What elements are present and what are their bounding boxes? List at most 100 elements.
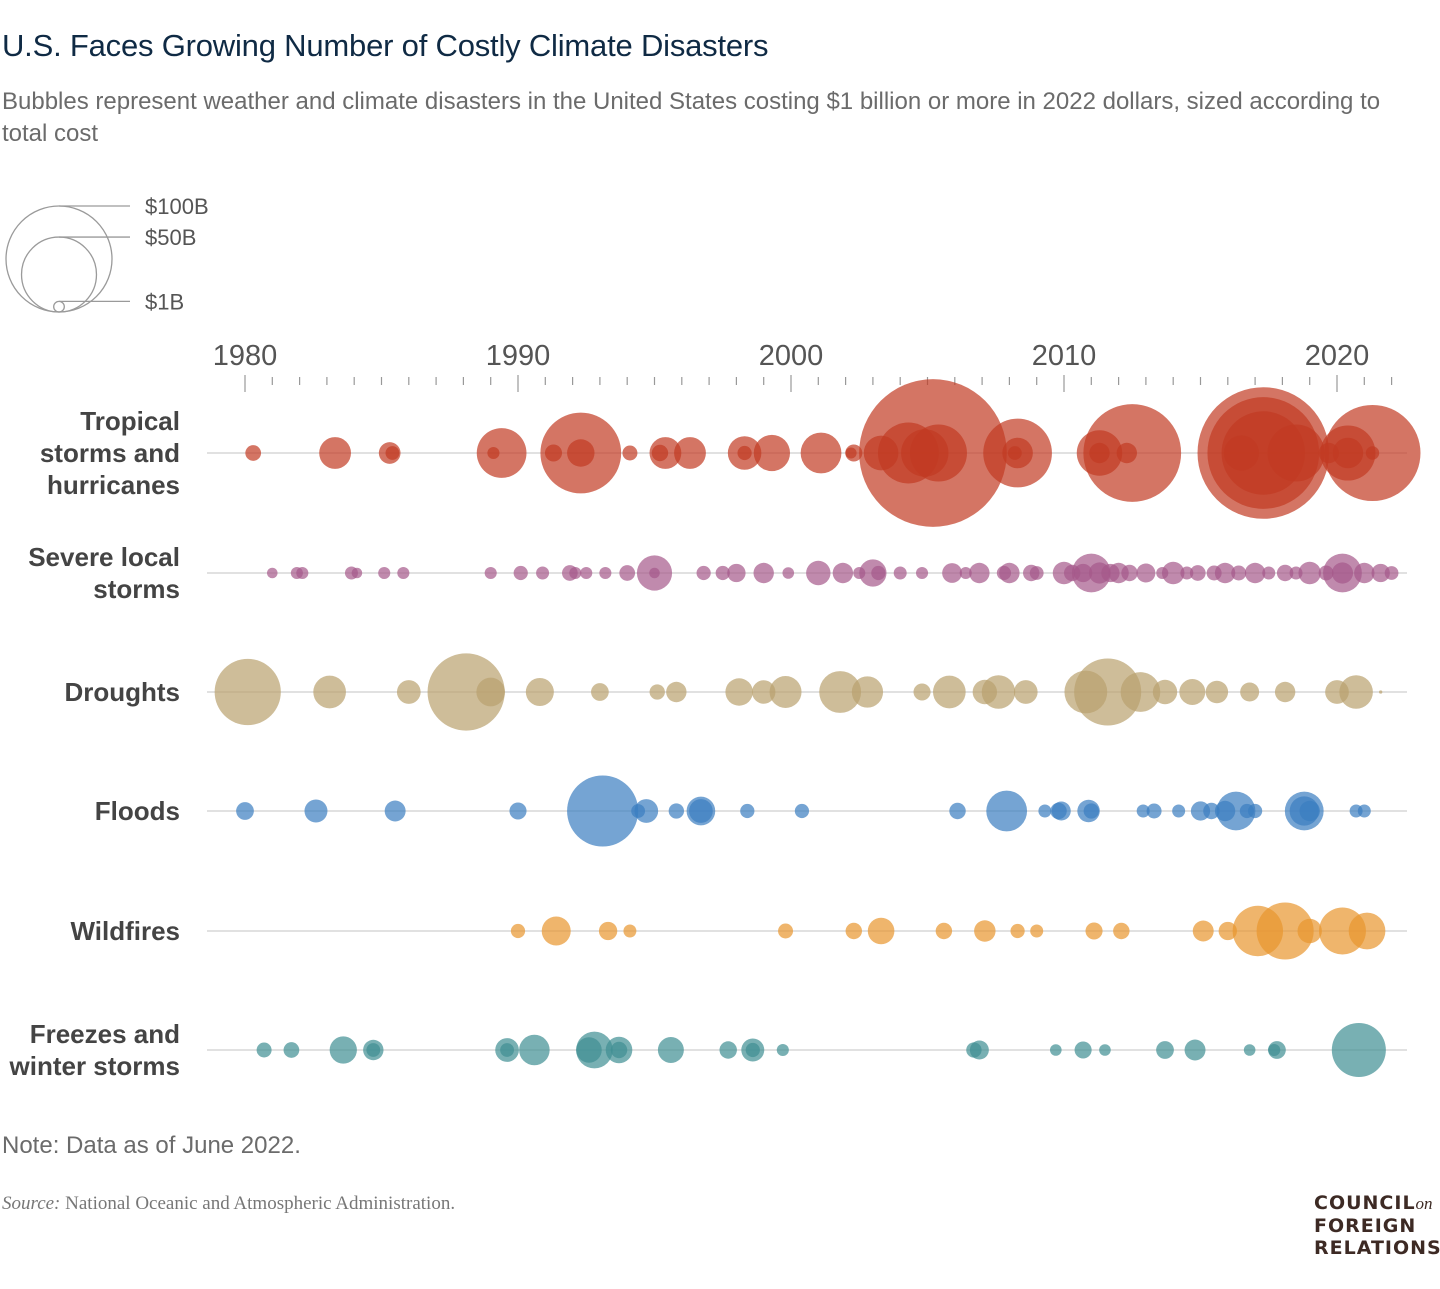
disaster-bubble bbox=[1152, 679, 1178, 705]
disaster-bubble bbox=[580, 566, 593, 580]
row-label-line: storms bbox=[93, 574, 180, 604]
logo-line-1: COUNCIL bbox=[1314, 1192, 1416, 1214]
row-label-line: Tropical bbox=[80, 406, 180, 436]
row-freezes-and-winter-storms: Freezes and winter storms bbox=[9, 1019, 1407, 1081]
note: Note: Data as of June 2022. bbox=[2, 1132, 301, 1159]
disaster-bubble bbox=[397, 566, 410, 580]
disaster-bubble bbox=[942, 563, 962, 583]
disaster-bubble bbox=[576, 1037, 602, 1063]
disaster-bubble bbox=[1099, 1044, 1111, 1056]
disaster-bubble bbox=[806, 560, 831, 586]
disaster-bubble bbox=[901, 429, 949, 477]
disaster-bubble bbox=[591, 683, 609, 701]
disaster-bubble bbox=[753, 434, 791, 472]
disaster-bubble bbox=[513, 565, 528, 581]
disaster-bubble bbox=[1232, 905, 1284, 957]
disaster-bubble bbox=[1050, 802, 1067, 820]
disaster-bubble bbox=[657, 1037, 684, 1063]
disaster-bubble bbox=[715, 565, 730, 581]
disaster-bubble bbox=[1218, 921, 1237, 941]
row-label: Floods bbox=[95, 796, 180, 826]
disaster-bubble bbox=[1331, 562, 1354, 584]
row-label-line: Freezes and bbox=[30, 1019, 180, 1049]
disaster-bubble bbox=[1085, 922, 1103, 940]
logo-line-2: FOREIGN bbox=[1314, 1215, 1417, 1237]
disaster-bubble bbox=[1205, 680, 1229, 704]
disaster-bubble bbox=[541, 916, 571, 946]
row-wildfires: Wildfires bbox=[70, 902, 1407, 960]
disaster-bubble bbox=[913, 683, 931, 701]
disaster-bubble bbox=[915, 566, 929, 580]
disaster-bubble bbox=[396, 680, 421, 704]
disaster-bubble bbox=[863, 435, 899, 471]
disaster-bubble bbox=[385, 446, 400, 460]
disaster-bubble bbox=[1325, 680, 1349, 704]
disaster-bubble bbox=[1274, 681, 1296, 703]
disaster-bubble bbox=[1297, 918, 1322, 944]
legend-circle bbox=[5, 205, 113, 313]
disaster-bubble bbox=[737, 445, 752, 461]
disaster-bubble bbox=[1013, 680, 1038, 704]
disaster-bubble bbox=[819, 671, 862, 713]
disaster-bubble bbox=[1247, 803, 1263, 819]
disaster-bubble bbox=[569, 566, 582, 580]
disaster-bubble bbox=[1161, 561, 1185, 585]
disaster-bubble bbox=[500, 1043, 514, 1057]
disaster-bubble bbox=[427, 653, 505, 731]
disaster-bubble bbox=[972, 679, 998, 705]
row-label: Tropical storms and hurricanes bbox=[40, 406, 180, 500]
disaster-bubble bbox=[996, 565, 1012, 581]
disaster-bubble bbox=[933, 675, 966, 709]
disaster-bubble bbox=[776, 1043, 789, 1057]
row-floods: Floods bbox=[95, 775, 1407, 847]
disaster-bubble bbox=[1365, 446, 1380, 460]
disaster-bubble bbox=[969, 562, 990, 584]
x-tick-label: 2010 bbox=[1032, 340, 1097, 372]
disaster-bubble bbox=[598, 921, 618, 941]
disaster-bubble bbox=[1116, 442, 1137, 464]
legend-label: $100B bbox=[145, 194, 209, 219]
disaster-bubble bbox=[1029, 566, 1044, 580]
x-tick-label: 2020 bbox=[1305, 340, 1370, 372]
disaster-bubble bbox=[1050, 1044, 1062, 1056]
disaster-bubble bbox=[484, 566, 497, 580]
disaster-bubble bbox=[236, 802, 254, 820]
row-label-line: storms and bbox=[40, 438, 180, 468]
disaster-bubble bbox=[1156, 1041, 1174, 1059]
disaster-bubble bbox=[1223, 435, 1260, 471]
disaster-bubble bbox=[1101, 563, 1120, 583]
disaster-bubble bbox=[832, 562, 854, 584]
row-label: Severe local storms bbox=[28, 542, 180, 604]
disaster-bubble bbox=[769, 676, 802, 708]
disaster-bubble bbox=[949, 802, 966, 820]
disaster-bubble bbox=[1063, 564, 1081, 582]
row-label-line: Severe local bbox=[28, 542, 180, 572]
x-axis: 1980 1990 2000 2010 2020 bbox=[213, 340, 1393, 392]
disaster-bubble bbox=[1010, 923, 1025, 939]
disaster-bubble bbox=[1156, 566, 1169, 580]
disaster-bubble bbox=[622, 445, 638, 461]
row-label: Droughts bbox=[64, 677, 180, 707]
disaster-bubble bbox=[1231, 565, 1247, 581]
disaster-bubble bbox=[619, 565, 636, 581]
disaster-bubble bbox=[623, 924, 637, 938]
disaster-bubble bbox=[304, 799, 328, 823]
disaster-bubble bbox=[974, 920, 996, 942]
disaster-bubble bbox=[476, 677, 506, 707]
disaster-bubble bbox=[966, 1042, 982, 1058]
disaster-bubble bbox=[1244, 562, 1266, 584]
disaster-bubble bbox=[519, 1034, 550, 1066]
disaster-bubble bbox=[1354, 562, 1375, 584]
disaster-bubble bbox=[1348, 912, 1386, 950]
disaster-bubble bbox=[1299, 800, 1320, 822]
size-legend: $100B $50B $1B bbox=[5, 194, 209, 314]
disaster-bubble bbox=[1379, 690, 1383, 694]
disaster-bubble bbox=[845, 922, 863, 940]
disaster-bubble bbox=[782, 567, 795, 579]
x-tick-label: 2000 bbox=[759, 340, 824, 372]
disaster-bubble bbox=[510, 923, 526, 939]
disaster-bubble bbox=[1206, 565, 1222, 581]
logo-on: on bbox=[1415, 1194, 1433, 1213]
row-droughts: Droughts bbox=[64, 653, 1407, 731]
disaster-bubble bbox=[1083, 803, 1099, 819]
